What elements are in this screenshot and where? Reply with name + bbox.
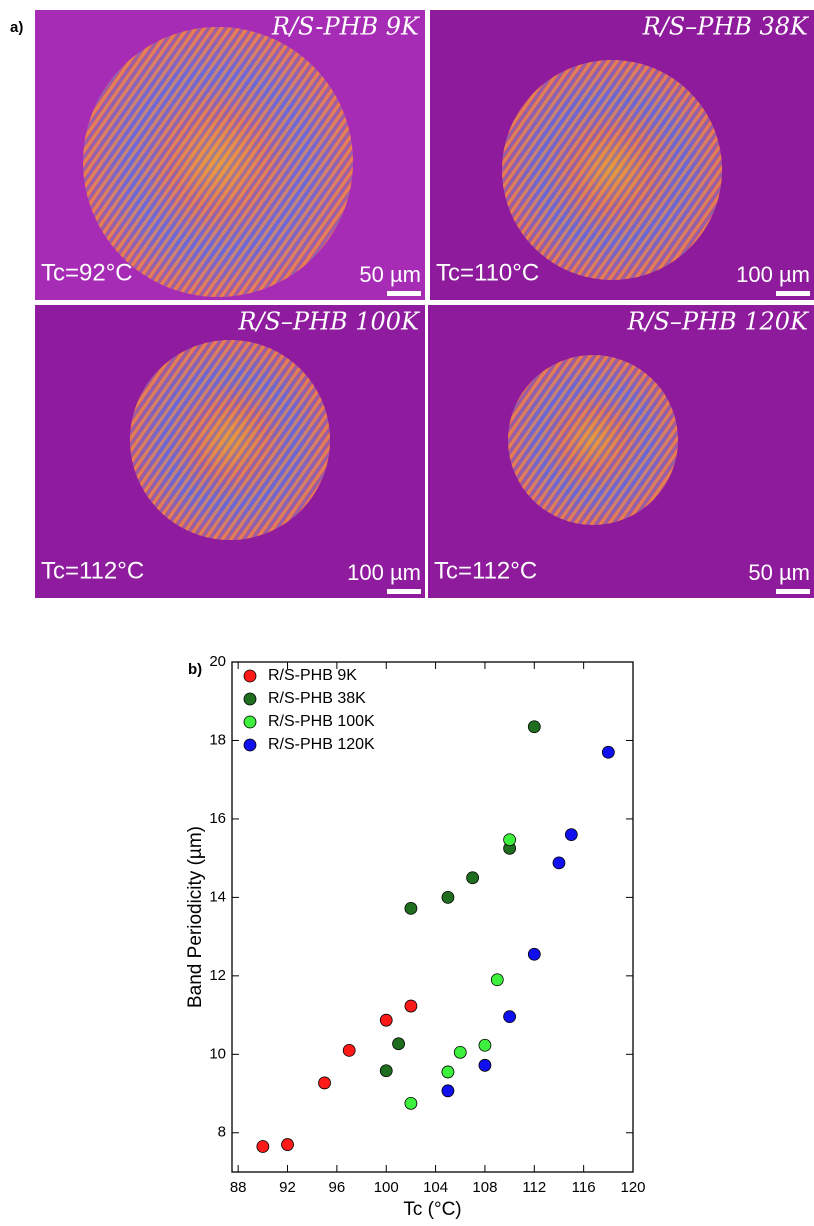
point [453, 1045, 467, 1059]
y-tick-label: 16 [209, 810, 226, 827]
point [404, 1096, 418, 1110]
point [441, 1065, 455, 1079]
point [379, 1013, 393, 1027]
temperature-label: Tc=110°C [436, 259, 539, 286]
point [441, 890, 455, 904]
x-tick-label: 116 [572, 1179, 596, 1196]
point [404, 999, 418, 1013]
x-axis-label: Tc (°C) [403, 1199, 461, 1220]
spherulite-bands [130, 340, 330, 540]
legend-marker [243, 669, 257, 683]
scale-text: 50 µm [748, 560, 810, 585]
sample-label: R/S-PHB 9K [271, 13, 421, 41]
x-tick-label: 112 [522, 1179, 546, 1196]
point [392, 1037, 405, 1051]
point [466, 871, 480, 885]
x-tick-label: 92 [279, 1179, 296, 1196]
point [527, 720, 541, 734]
legend-label: R/S-PHB 120K [268, 736, 375, 753]
point [379, 1064, 393, 1078]
spherulite-bands [508, 355, 678, 525]
x-tick-label: 108 [472, 1179, 497, 1196]
y-tick-label: 14 [209, 888, 226, 905]
y-tick-label: 8 [218, 1124, 226, 1141]
legend-label: R/S-PHB 100K [268, 713, 375, 730]
point [318, 1076, 331, 1090]
point [503, 833, 517, 847]
scale-bar [387, 589, 421, 594]
x-tick-label: 96 [329, 1179, 346, 1196]
y-tick-label: 12 [209, 967, 226, 984]
scale-bar [776, 291, 810, 296]
y-tick-label: 18 [209, 731, 226, 748]
legend-marker [243, 692, 257, 706]
sample-label: R/S–PHB 38K [642, 13, 810, 41]
point [404, 901, 418, 915]
panel-label: b) [188, 661, 202, 678]
sample-label: R/S–PHB 100K [237, 308, 421, 336]
spherulite-bands [83, 27, 353, 297]
panel-label: a) [10, 19, 23, 36]
point [490, 973, 504, 987]
point [527, 947, 541, 961]
point [441, 1084, 455, 1098]
scale-bar [776, 589, 810, 594]
point [281, 1138, 294, 1151]
legend-label: R/S-PHB 38K [268, 690, 366, 707]
point [564, 828, 578, 842]
scale-bar [387, 291, 421, 296]
y-tick-label: 20 [209, 653, 226, 670]
temperature-label: Tc=112°C [434, 557, 537, 584]
point [552, 856, 566, 870]
temperature-label: Tc=92°C [41, 259, 133, 286]
point [503, 1010, 517, 1024]
spherulite-bands [502, 60, 722, 280]
legend-label: R/S-PHB 9K [268, 667, 357, 684]
plot-frame [231, 661, 634, 1173]
x-tick-label: 120 [620, 1179, 645, 1196]
point [478, 1038, 492, 1052]
scale-text: 100 µm [736, 262, 810, 287]
x-tick-label: 100 [374, 1179, 399, 1196]
point [256, 1140, 270, 1153]
y-tick-label: 10 [209, 1045, 226, 1062]
scale-text: 100 µm [347, 560, 421, 585]
legend-marker [243, 738, 257, 752]
x-tick-label: 104 [423, 1179, 448, 1196]
point [601, 745, 615, 759]
point [342, 1043, 356, 1057]
point [478, 1058, 492, 1072]
sample-label: R/S–PHB 120K [626, 308, 810, 336]
y-axis-label: Band Periodicity (µm) [185, 826, 206, 1008]
x-tick-label: 88 [230, 1179, 247, 1196]
temperature-label: Tc=112°C [41, 557, 144, 584]
legend-marker [243, 715, 257, 729]
scale-text: 50 µm [359, 262, 421, 287]
